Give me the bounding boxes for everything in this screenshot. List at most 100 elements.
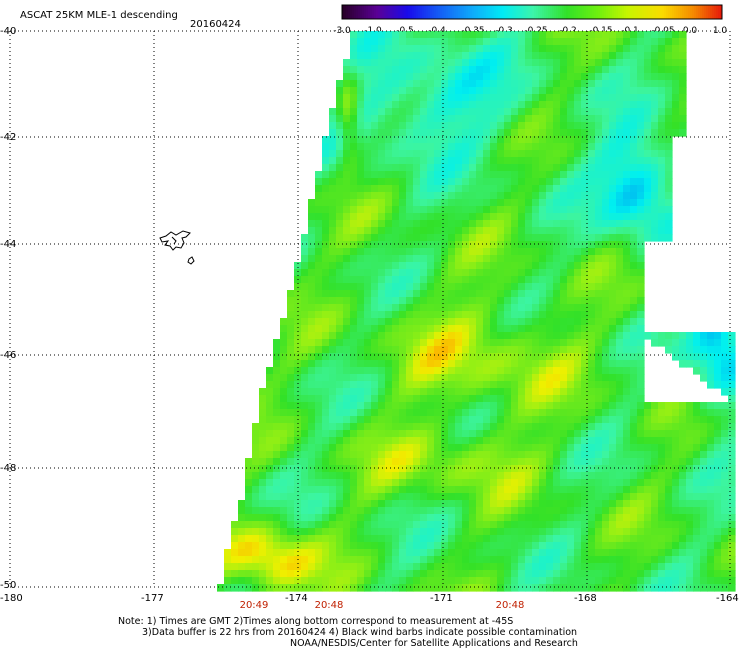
swath-cell — [574, 185, 582, 193]
swath-cell — [483, 234, 491, 242]
swath-cell — [476, 325, 484, 333]
swath-cell — [350, 290, 358, 298]
swath-cell — [602, 94, 610, 102]
swath-cell — [476, 31, 484, 39]
swath-cell — [343, 479, 351, 487]
swath-cell — [273, 584, 281, 592]
swath-cell — [329, 556, 337, 564]
swath-cell — [378, 241, 386, 249]
swath-cell — [350, 220, 358, 228]
swath-cell — [525, 339, 533, 347]
colorbar-segment — [428, 5, 430, 19]
swath-cell — [392, 395, 400, 403]
swath-cell — [532, 381, 540, 389]
swath-cell — [231, 584, 239, 592]
swath-cell — [651, 465, 659, 473]
swath-cell — [602, 171, 610, 179]
swath-cell — [525, 325, 533, 333]
swath-cell — [511, 479, 519, 487]
swath-cell — [399, 283, 407, 291]
swath-cell — [588, 38, 596, 46]
swath-cell — [616, 388, 624, 396]
swath-cell — [651, 514, 659, 522]
swath-cell — [707, 444, 715, 452]
swath-cell — [280, 325, 288, 333]
swath-cell — [658, 52, 666, 60]
swath-cell — [679, 409, 687, 417]
swath-cell — [287, 304, 295, 312]
swath-cell — [392, 507, 400, 515]
swath-cell — [273, 479, 281, 487]
swath-cell — [448, 108, 456, 116]
swath-cell — [406, 556, 414, 564]
swath-cell — [364, 479, 372, 487]
swath-cell — [476, 304, 484, 312]
swath-cell — [553, 129, 561, 137]
swath-cell — [504, 31, 512, 39]
swath-cell — [462, 66, 470, 74]
swath-cell — [455, 178, 463, 186]
swath-cell — [455, 262, 463, 270]
swath-cell — [371, 409, 379, 417]
swath-cell — [616, 584, 624, 592]
colorbar-segment — [658, 5, 660, 19]
swath-cell — [637, 171, 645, 179]
swath-cell — [378, 458, 386, 466]
swath-cell — [602, 255, 610, 263]
swath-cell — [434, 150, 442, 158]
swath-cell — [560, 206, 568, 214]
swath-cell — [595, 388, 603, 396]
swath-cell — [399, 220, 407, 228]
swath-cell — [392, 563, 400, 571]
colorbar-segment — [490, 5, 492, 19]
swath-cell — [406, 255, 414, 263]
swath-cell — [560, 164, 568, 172]
swath-cell — [588, 486, 596, 494]
colorbar-segment — [698, 5, 700, 19]
swath-cell — [301, 374, 309, 382]
swath-cell — [539, 584, 547, 592]
swath-cell — [462, 269, 470, 277]
swath-cell — [665, 192, 673, 200]
swath-cell — [469, 304, 477, 312]
swath-cell — [665, 584, 673, 592]
swath-cell — [420, 409, 428, 417]
swath-cell — [630, 171, 638, 179]
swath-cell — [420, 220, 428, 228]
swath-cell — [399, 493, 407, 501]
swath-cell — [441, 339, 449, 347]
swath-cell — [469, 374, 477, 382]
swath-cell — [406, 66, 414, 74]
swath-cell — [287, 353, 295, 361]
swath-cell — [448, 66, 456, 74]
swath-cell — [616, 185, 624, 193]
swath-cell — [448, 500, 456, 508]
swath-cell — [630, 269, 638, 277]
swath-cell — [623, 311, 631, 319]
swath-cell — [546, 115, 554, 123]
swath-cell — [420, 318, 428, 326]
swath-cell — [343, 430, 351, 438]
swath-cell — [301, 444, 309, 452]
swath-cell — [616, 367, 624, 375]
colorbar-segment — [444, 5, 446, 19]
swath-cell — [455, 402, 463, 410]
swath-cell — [595, 318, 603, 326]
swath-cell — [343, 381, 351, 389]
swath-cell — [287, 542, 295, 550]
swath-cell — [637, 444, 645, 452]
swath-cell — [651, 164, 659, 172]
swath-cell — [336, 451, 344, 459]
colorbar-segment — [396, 5, 398, 19]
swath-cell — [651, 535, 659, 543]
swath-cell — [553, 66, 561, 74]
swath-cell — [329, 339, 337, 347]
swath-cell — [672, 402, 680, 410]
swath-cell — [532, 234, 540, 242]
swath-cell — [427, 178, 435, 186]
swath-cell — [315, 409, 323, 417]
swath-cell — [469, 535, 477, 543]
swath-cell — [658, 122, 666, 130]
colorbar-segment — [350, 5, 352, 19]
swath-cell — [588, 248, 596, 256]
